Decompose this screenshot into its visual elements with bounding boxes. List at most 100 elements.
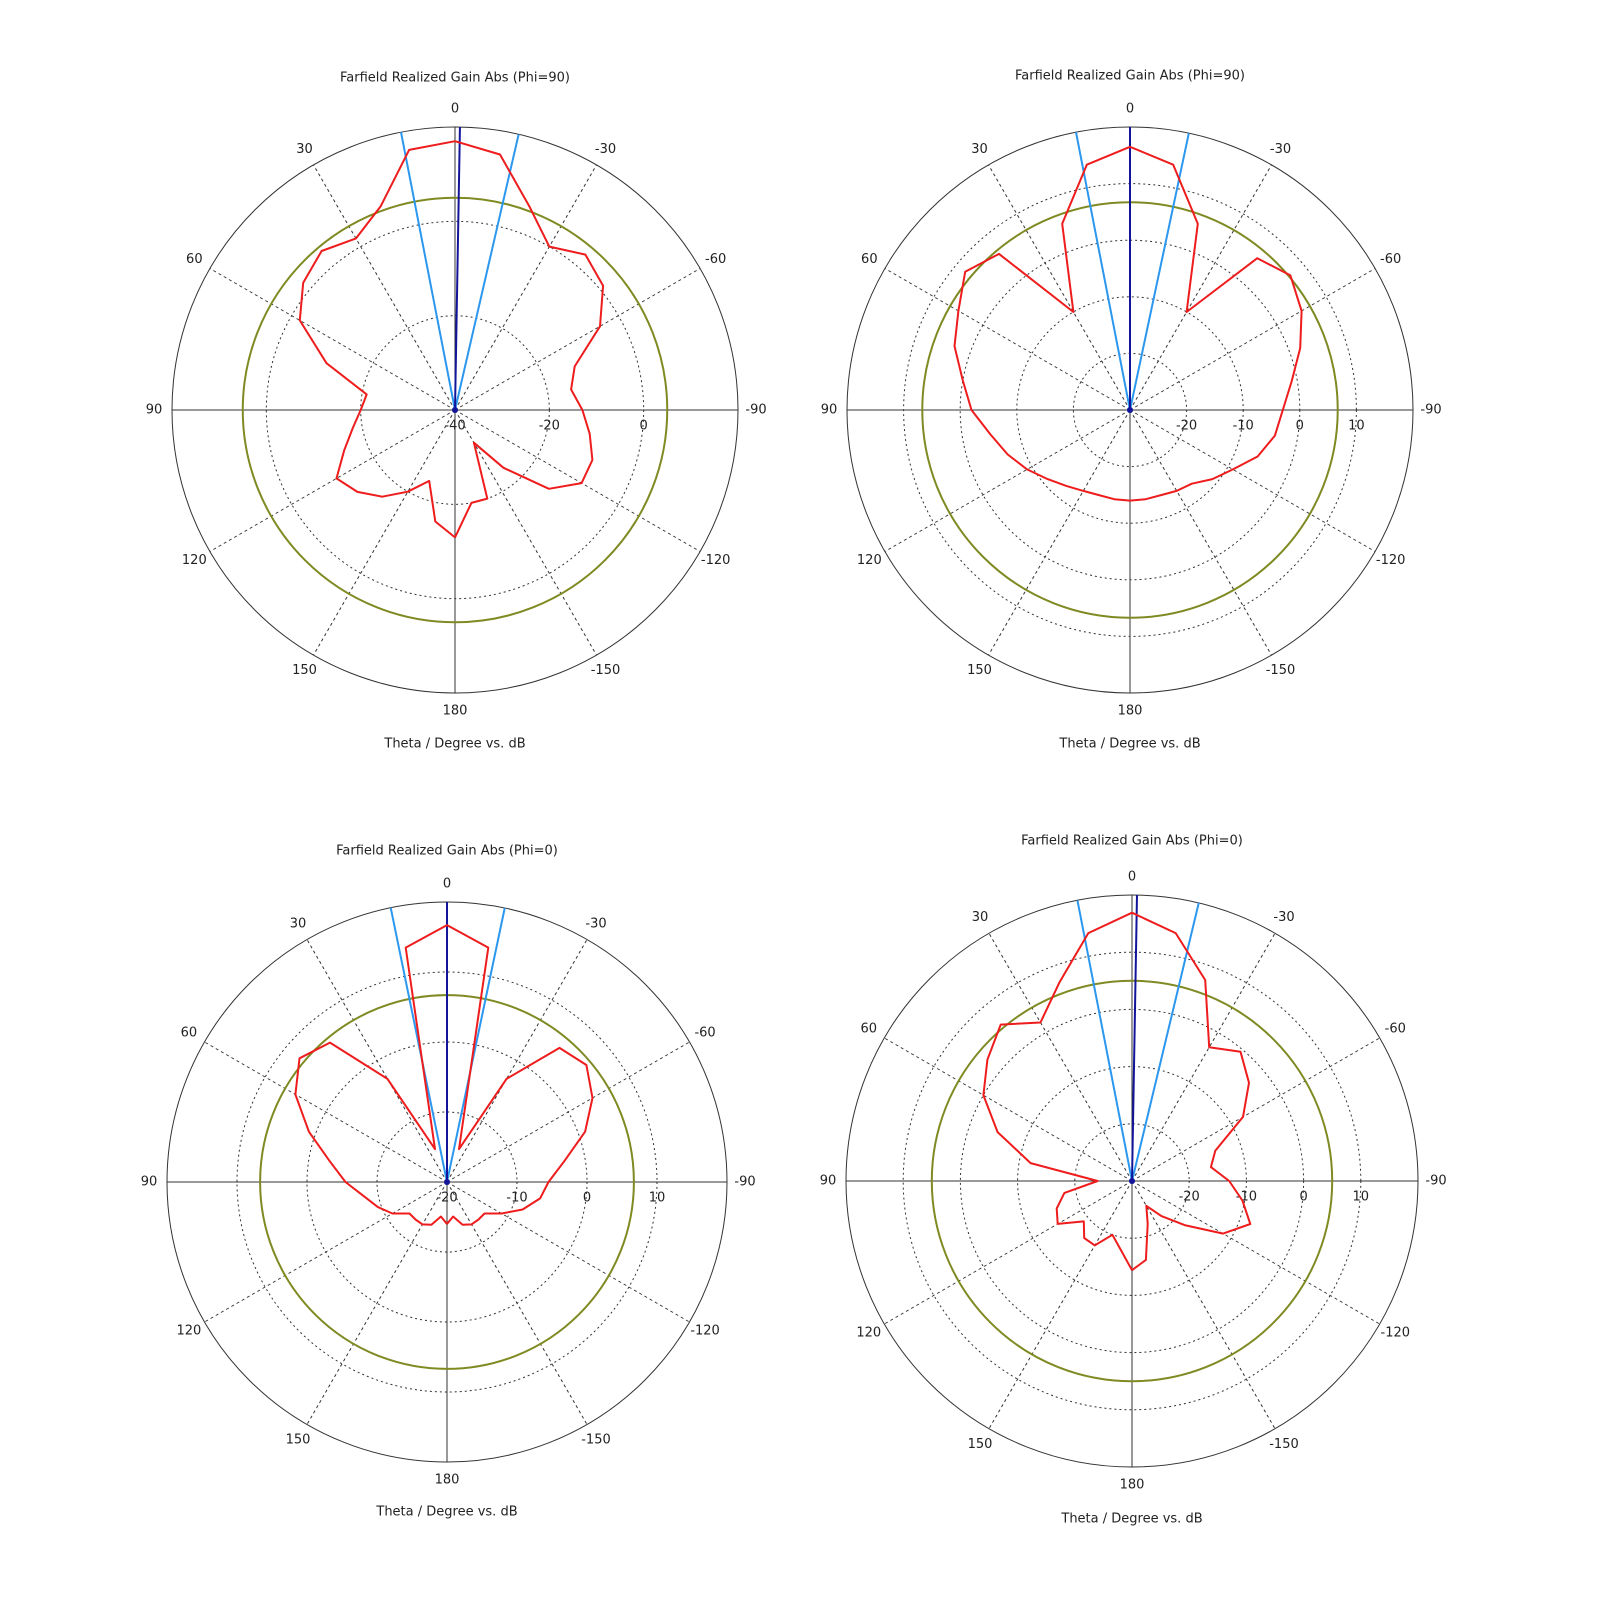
theta-tick-label: -30 xyxy=(585,916,606,931)
beam-edge xyxy=(1076,900,1133,1182)
r-tick-label: -10 xyxy=(506,1191,527,1206)
theta-tick-label: 180 xyxy=(443,704,468,719)
r-tick-label: -20 xyxy=(1179,1190,1200,1205)
axis-label: Theta / Degree vs. dB xyxy=(375,1505,517,1520)
theta-tick-label: -60 xyxy=(1385,1022,1406,1037)
theta-tick-label: -30 xyxy=(595,142,616,157)
theta-tick-label: 0 xyxy=(1128,870,1136,885)
theta-tick-label: 180 xyxy=(435,1473,460,1488)
center-dot xyxy=(1127,407,1133,413)
spoke xyxy=(446,1181,588,1425)
r-tick-label: -10 xyxy=(1236,1190,1257,1205)
axis-label: Theta / Degree vs. dB xyxy=(383,737,525,752)
beam-edge xyxy=(446,907,506,1183)
theta-tick-label: 120 xyxy=(182,553,207,568)
theta-tick-label: -90 xyxy=(1425,1174,1446,1189)
chart-title: Farfield Realized Gain Abs (Phi=0) xyxy=(1021,834,1243,849)
spoke xyxy=(313,409,456,656)
theta-tick-label: -90 xyxy=(745,403,766,418)
chart-title: Farfield Realized Gain Abs (Phi=90) xyxy=(340,71,570,86)
gain-curve xyxy=(982,911,1252,1272)
theta-tick-label: 120 xyxy=(177,1324,202,1339)
spoke xyxy=(446,1041,690,1183)
r-tick-label: 10 xyxy=(1348,419,1365,434)
theta-tick-label: 60 xyxy=(861,252,878,267)
spoke xyxy=(209,409,456,552)
theta-tick-label: 30 xyxy=(972,910,989,925)
center-dot xyxy=(452,407,458,413)
spoke xyxy=(1129,409,1272,656)
theta-tick-label: 0 xyxy=(443,877,451,892)
spoke xyxy=(454,409,597,656)
theta-tick-label: 150 xyxy=(286,1433,311,1448)
spoke xyxy=(1129,164,1272,411)
r-tick-label: 0 xyxy=(583,1191,591,1206)
theta-tick-label: 60 xyxy=(186,252,203,267)
theta-tick-label: -60 xyxy=(1380,252,1401,267)
theta-tick-label: -150 xyxy=(581,1433,611,1448)
theta-tick-label: 120 xyxy=(856,1326,881,1341)
theta-tick-label: 90 xyxy=(820,1174,837,1189)
spoke xyxy=(454,409,701,552)
r-tick-label: -20 xyxy=(539,419,560,434)
theta-tick-label: 30 xyxy=(296,142,313,157)
spoke xyxy=(306,1181,448,1425)
spoke xyxy=(988,164,1131,411)
theta-tick-label: -60 xyxy=(705,252,726,267)
spoke xyxy=(1129,268,1376,411)
main-lobe xyxy=(454,127,461,411)
theta-tick-label: 0 xyxy=(1126,102,1134,117)
gain-curve xyxy=(298,140,605,539)
theta-tick-label: -90 xyxy=(734,1175,755,1190)
theta-tick-label: -30 xyxy=(1273,910,1294,925)
spoke xyxy=(1129,409,1376,552)
spoke xyxy=(209,268,456,411)
r-tick-label: 0 xyxy=(1296,419,1304,434)
spoke xyxy=(306,939,448,1183)
theta-tick-label: 0 xyxy=(451,102,459,117)
theta-tick-label: 150 xyxy=(292,663,317,678)
center-dot xyxy=(444,1179,450,1185)
theta-tick-label: 30 xyxy=(971,142,988,157)
theta-tick-label: -150 xyxy=(1269,1437,1299,1452)
spoke xyxy=(204,1181,448,1323)
spoke xyxy=(454,164,597,411)
beam-edge xyxy=(1131,902,1200,1182)
r-tick-label: -10 xyxy=(1233,419,1254,434)
theta-tick-label: 180 xyxy=(1118,704,1143,719)
theta-tick-label: -30 xyxy=(1270,142,1291,157)
spoke xyxy=(446,1181,690,1323)
level-circle xyxy=(241,196,669,624)
spoke xyxy=(454,268,701,411)
axis-label: Theta / Degree vs. dB xyxy=(1058,737,1200,752)
spoke xyxy=(884,409,1131,552)
theta-tick-label: 30 xyxy=(290,916,307,931)
theta-tick-label: -120 xyxy=(1381,1326,1411,1341)
theta-tick-label: -120 xyxy=(701,553,731,568)
spoke xyxy=(884,268,1131,411)
main-lobe xyxy=(1131,895,1138,1182)
theta-tick-label: 90 xyxy=(141,1175,158,1190)
spoke xyxy=(204,1041,448,1183)
beam-edge xyxy=(454,134,520,411)
theta-tick-label: 150 xyxy=(967,663,992,678)
chart-title: Farfield Realized Gain Abs (Phi=90) xyxy=(1015,69,1245,84)
theta-tick-label: 60 xyxy=(860,1022,877,1037)
theta-tick-label: -90 xyxy=(1420,403,1441,418)
theta-tick-label: 180 xyxy=(1120,1478,1145,1493)
theta-tick-label: -120 xyxy=(690,1324,720,1339)
theta-tick-label: -60 xyxy=(694,1026,715,1041)
chart-title: Farfield Realized Gain Abs (Phi=0) xyxy=(336,844,558,859)
theta-tick-label: -120 xyxy=(1376,553,1406,568)
r-tick-label: 0 xyxy=(1299,1190,1307,1205)
spoke xyxy=(988,409,1131,656)
theta-tick-label: 150 xyxy=(968,1437,993,1452)
beam-edge xyxy=(400,132,456,411)
r-tick-label: 0 xyxy=(640,419,648,434)
r-tick-label: 10 xyxy=(1353,1190,1370,1205)
theta-tick-label: -150 xyxy=(591,663,621,678)
theta-tick-label: -150 xyxy=(1266,663,1296,678)
